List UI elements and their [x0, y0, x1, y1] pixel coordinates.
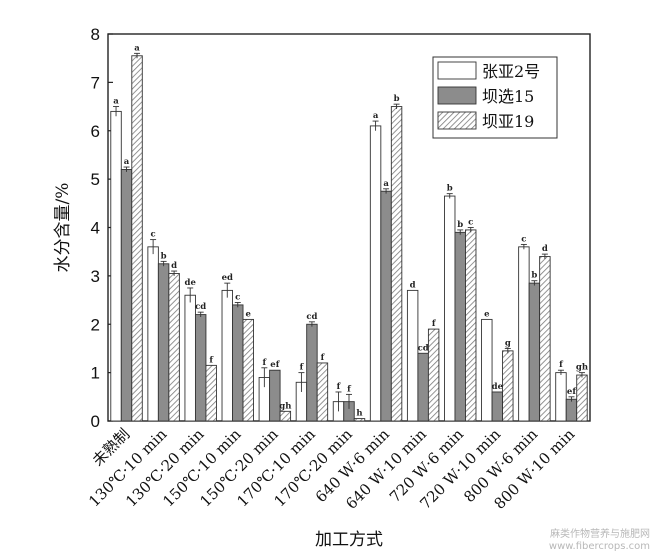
x-axis-label: 加工方式 — [315, 530, 383, 550]
significance-label: c — [151, 230, 156, 240]
significance-label: f — [559, 360, 564, 370]
y-tick-label: 8 — [91, 25, 100, 44]
bar — [221, 289, 233, 422]
significance-label: ed — [222, 273, 233, 283]
y-tick-label: 6 — [91, 122, 100, 141]
bar — [194, 314, 207, 422]
bar — [168, 273, 180, 422]
significance-label: h — [356, 409, 362, 419]
bar — [481, 318, 493, 422]
bar — [269, 369, 281, 422]
bar — [565, 398, 578, 422]
y-tick-label: 4 — [91, 219, 100, 238]
significance-label: f — [209, 355, 214, 365]
y-tick-label: 0 — [91, 412, 100, 431]
bar — [417, 352, 429, 422]
significance-label: a — [134, 43, 140, 53]
significance-label: f — [347, 384, 352, 394]
watermark-line2: www.fibercrops.com — [548, 541, 650, 552]
y-tick-label: 3 — [91, 267, 100, 286]
significance-label: gh — [576, 363, 588, 373]
bar — [353, 418, 366, 422]
bar — [369, 125, 382, 422]
significance-label: a — [383, 179, 389, 189]
bar — [454, 231, 466, 422]
bar — [465, 229, 477, 422]
legend-label: 坝选15 — [482, 87, 534, 106]
legend-label: 张亚2号 — [482, 62, 540, 81]
significance-label: b — [531, 271, 537, 281]
significance-label: ef — [270, 360, 280, 370]
significance-label: a — [373, 111, 379, 121]
bar — [306, 323, 318, 422]
significance-label: f — [432, 319, 437, 329]
bar — [316, 362, 329, 422]
significance-label: cd — [306, 312, 317, 322]
significance-label: f — [263, 358, 268, 368]
significance-label: cd — [418, 343, 429, 353]
significance-label: e — [484, 309, 490, 319]
bar — [406, 289, 419, 422]
y-tick-label: 2 — [91, 315, 100, 334]
significance-label: c — [521, 234, 526, 244]
legend-swatch — [437, 61, 477, 80]
bar — [120, 168, 133, 422]
significance-label: e — [246, 309, 252, 319]
bar — [390, 106, 403, 422]
significance-label: ef — [567, 387, 577, 397]
legend-swatch — [437, 86, 477, 105]
significance-label: b — [447, 184, 453, 194]
bar — [242, 318, 254, 422]
bar — [539, 256, 551, 422]
bar — [576, 374, 588, 422]
bar — [110, 110, 122, 422]
significance-label: d — [171, 261, 177, 271]
legend-label: 坝亚19 — [482, 112, 534, 131]
bar — [502, 350, 514, 422]
significance-label: de — [185, 278, 197, 288]
bar — [147, 246, 159, 422]
legend-swatch — [437, 111, 477, 130]
bar — [279, 410, 292, 422]
significance-label: b — [394, 94, 400, 104]
bar — [491, 391, 504, 422]
significance-label: f — [321, 353, 326, 363]
bar — [232, 304, 244, 422]
y-tick-label: 7 — [91, 73, 100, 92]
watermark-line1: 麻类作物营养与施肥网 — [550, 529, 650, 540]
bar — [555, 372, 567, 422]
significance-label: g — [505, 338, 511, 348]
bar — [205, 364, 217, 422]
significance-label: a — [113, 97, 119, 107]
y-axis-label: 水分含量/% — [53, 183, 73, 273]
significance-label: b — [161, 251, 167, 261]
significance-label: de — [492, 382, 504, 392]
bar — [131, 55, 143, 422]
bar — [444, 195, 456, 422]
significance-label: a — [124, 157, 130, 167]
bar — [518, 246, 530, 422]
bar — [427, 328, 440, 422]
y-tick-label: 5 — [91, 170, 100, 189]
significance-label: f — [337, 382, 342, 392]
watermark: 麻类作物营养与施肥网 www.fibercrops.com — [549, 529, 650, 553]
significance-label: d — [542, 244, 548, 254]
bar — [528, 282, 541, 422]
significance-label: cd — [195, 302, 206, 312]
significance-label: c — [468, 218, 473, 228]
significance-label: b — [457, 220, 463, 230]
bar — [157, 263, 170, 422]
bar — [184, 294, 196, 422]
bar — [380, 190, 392, 422]
y-tick-label: 1 — [91, 364, 100, 383]
significance-label: d — [410, 280, 416, 290]
significance-label: f — [300, 363, 305, 373]
significance-label: gh — [279, 401, 291, 411]
significance-label: c — [235, 292, 240, 302]
